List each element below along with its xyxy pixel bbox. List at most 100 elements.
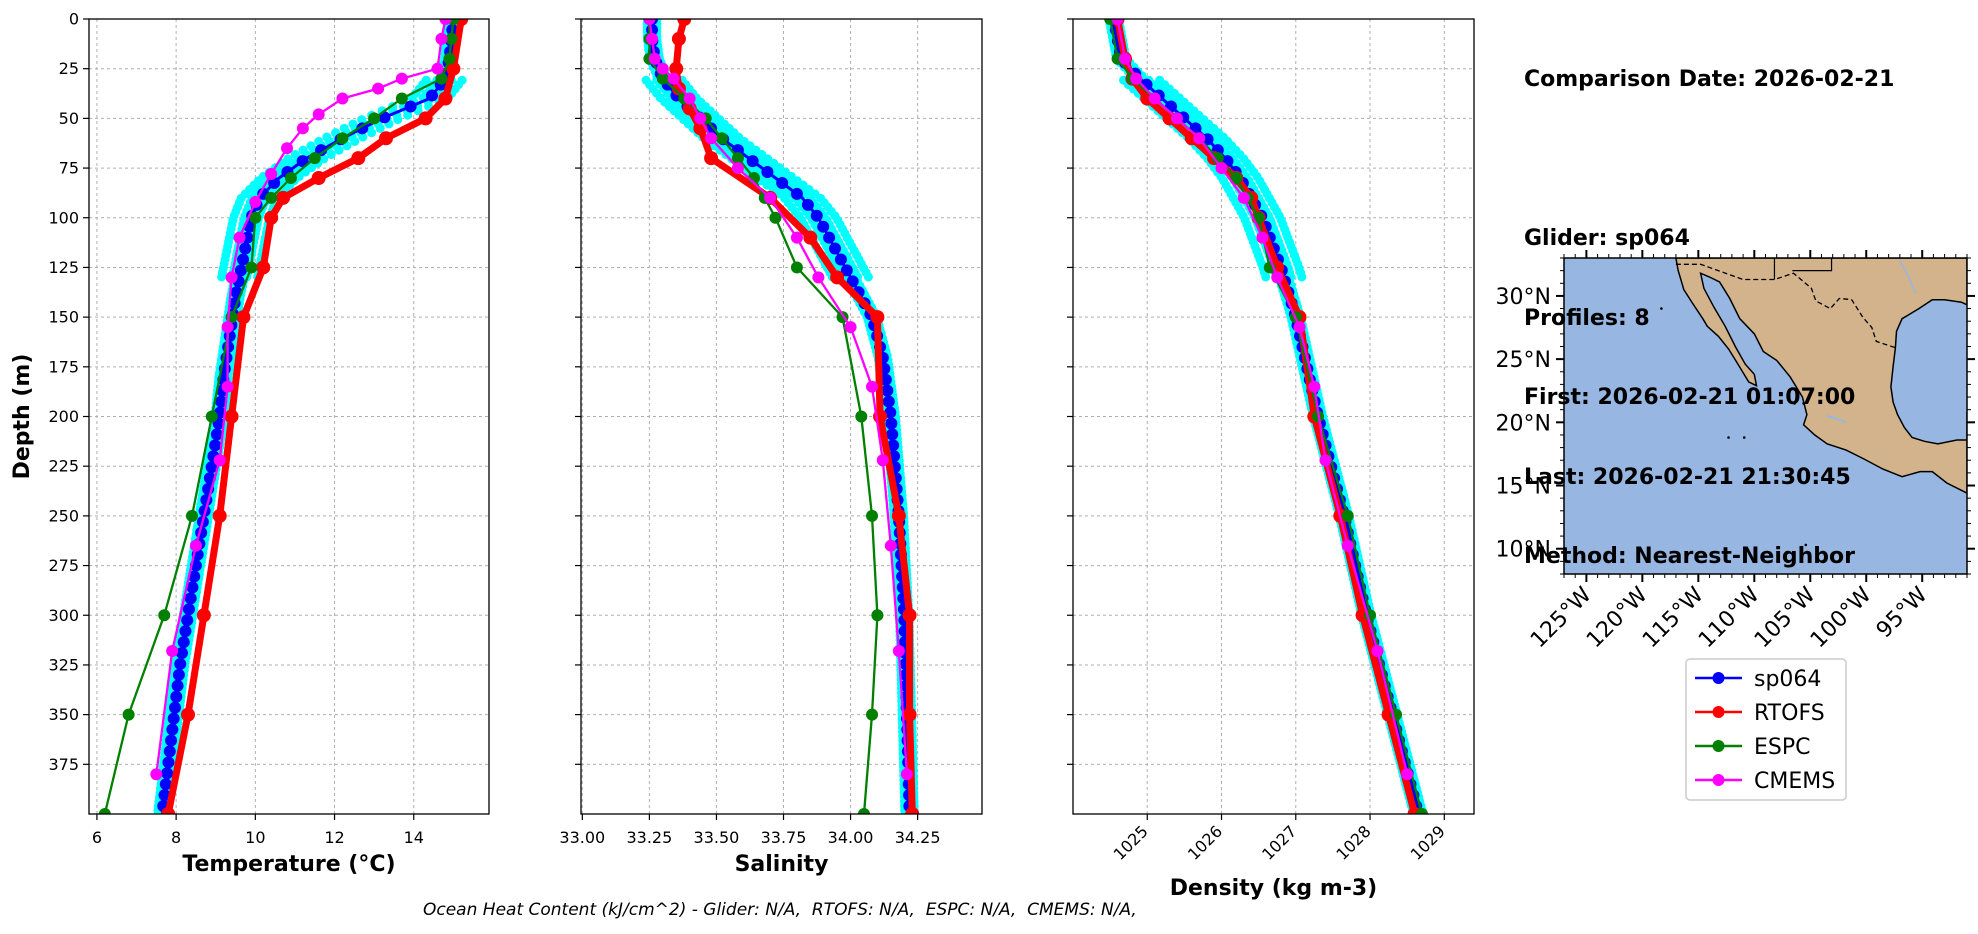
glider-raw-point bbox=[358, 132, 368, 142]
data-point-espc bbox=[245, 261, 258, 274]
legend-label-cmems: CMEMS bbox=[1754, 769, 1835, 794]
data-point-espc bbox=[790, 261, 803, 274]
data-point-rtofs bbox=[671, 81, 686, 96]
data-point-glider bbox=[209, 439, 222, 452]
x-tick-label: 33.50 bbox=[694, 828, 740, 847]
data-point-cmems bbox=[213, 454, 226, 467]
data-point-cmems bbox=[900, 768, 913, 781]
map-lat-label: 20°N bbox=[1496, 411, 1551, 436]
land-area bbox=[1675, 258, 1967, 494]
data-point-rtofs bbox=[224, 409, 239, 424]
data-point-cmems bbox=[1341, 539, 1354, 552]
map-features bbox=[1660, 258, 1967, 547]
data-point-rtofs bbox=[902, 608, 917, 623]
data-point-cmems bbox=[694, 112, 707, 125]
island bbox=[1804, 543, 1808, 547]
x-tick-label: 1028 bbox=[1332, 822, 1374, 864]
data-point-rtofs bbox=[256, 260, 271, 275]
data-point-glider bbox=[167, 712, 180, 725]
data-point-cmems bbox=[884, 539, 897, 552]
x-tick-label: 34.00 bbox=[828, 828, 874, 847]
data-point-cmems bbox=[1170, 112, 1183, 125]
x-tick-label: 6 bbox=[92, 828, 102, 847]
legend-marker-cmems bbox=[1712, 774, 1725, 786]
panel-temperature: 6 8 10 12 14 0 25 50 75 100 125 150 175 200 225 250 275 3… bbox=[10, 10, 490, 877]
profile-count: Profiles: 8 bbox=[1524, 305, 1650, 331]
data-point-espc bbox=[656, 72, 669, 85]
y-tick-label: 100 bbox=[48, 208, 79, 227]
data-point-rtofs bbox=[671, 31, 686, 46]
grid-temperature bbox=[89, 19, 489, 814]
data-point-rtofs bbox=[379, 131, 394, 146]
data-point-cmems bbox=[764, 191, 777, 204]
border-line bbox=[1675, 263, 1896, 349]
data-point-rtofs bbox=[677, 19, 692, 26]
series-cmems-temperature bbox=[150, 19, 452, 781]
state-line bbox=[1792, 258, 1833, 272]
data-point-rtofs bbox=[704, 151, 719, 166]
x-tick-label: 1025 bbox=[1110, 822, 1152, 864]
data-point-espc bbox=[368, 112, 381, 125]
data-point-cmems bbox=[844, 321, 857, 334]
data-point-cmems bbox=[296, 122, 309, 135]
data-point-glider bbox=[823, 231, 836, 244]
grid-salinity bbox=[581, 19, 982, 814]
data-point-glider bbox=[790, 187, 803, 200]
grid-density bbox=[1073, 19, 1474, 814]
data-point-rtofs bbox=[351, 151, 366, 166]
data-point-glider bbox=[170, 690, 183, 703]
data-point-glider bbox=[234, 264, 247, 277]
data-point-glider bbox=[810, 209, 823, 222]
data-point-glider bbox=[846, 275, 859, 288]
data-point-espc bbox=[265, 191, 278, 204]
data-point-rtofs bbox=[870, 310, 885, 325]
data-point-glider bbox=[834, 253, 847, 266]
data-point-cmems bbox=[892, 645, 905, 658]
series-line-rtofs bbox=[164, 19, 465, 814]
glider-name: Glider: sp064 bbox=[1524, 226, 1690, 251]
data-point-cmems bbox=[166, 645, 179, 658]
data-point-rtofs bbox=[669, 61, 684, 76]
data-point-glider bbox=[882, 395, 895, 408]
x-tick-label: 12 bbox=[324, 828, 344, 847]
data-point-cmems bbox=[705, 132, 718, 145]
data-point-cmems bbox=[1271, 271, 1284, 284]
glider-location-map: 30°N25°N20°N15°N10°N125°W120°W115°W110°W… bbox=[1496, 250, 1975, 653]
series-cmems-density bbox=[1111, 19, 1414, 781]
data-point-glider bbox=[776, 176, 789, 189]
data-point-glider bbox=[887, 439, 900, 452]
data-point-cmems bbox=[1371, 645, 1384, 658]
data-point-espc bbox=[769, 211, 782, 224]
data-point-cmems bbox=[1293, 321, 1306, 334]
x-tick-label: 33.25 bbox=[626, 828, 672, 847]
y-axis-label: Depth (m) bbox=[10, 354, 35, 480]
x-tick-label: 33.00 bbox=[559, 828, 605, 847]
data-point-glider bbox=[239, 242, 252, 255]
data-point-glider bbox=[886, 428, 899, 441]
data-point-glider bbox=[179, 625, 192, 638]
data-point-rtofs bbox=[181, 707, 196, 722]
island bbox=[1727, 436, 1730, 439]
data-point-cmems bbox=[790, 231, 803, 244]
data-point-glider bbox=[161, 767, 174, 780]
island bbox=[1802, 402, 1805, 405]
series-espc-temperature bbox=[98, 19, 460, 814]
data-point-cmems bbox=[812, 271, 825, 284]
data-point-cmems bbox=[876, 454, 889, 467]
legend-marker-rtofs bbox=[1712, 706, 1725, 718]
glider-raw-profiles bbox=[1104, 19, 1427, 814]
x-tick-label: 33.75 bbox=[761, 828, 807, 847]
data-point-glider bbox=[166, 723, 179, 736]
data-point-glider bbox=[171, 679, 184, 692]
data-point-glider bbox=[186, 581, 199, 594]
last-time: Last: 2026-02-21 21:30:45 bbox=[1524, 464, 1851, 490]
data-point-cmems bbox=[646, 32, 659, 45]
data-point-glider bbox=[168, 701, 181, 714]
data-point-rtofs bbox=[311, 171, 326, 185]
data-point-cmems bbox=[221, 380, 234, 393]
glider-raw-point bbox=[403, 110, 413, 120]
legend: sp064 RTOFS ESPC CMEMS bbox=[1685, 658, 1847, 801]
first-time: First: 2026-02-21 01:07:00 bbox=[1524, 385, 1856, 410]
data-point-cmems bbox=[225, 271, 238, 284]
glider-raw-point bbox=[334, 145, 344, 155]
